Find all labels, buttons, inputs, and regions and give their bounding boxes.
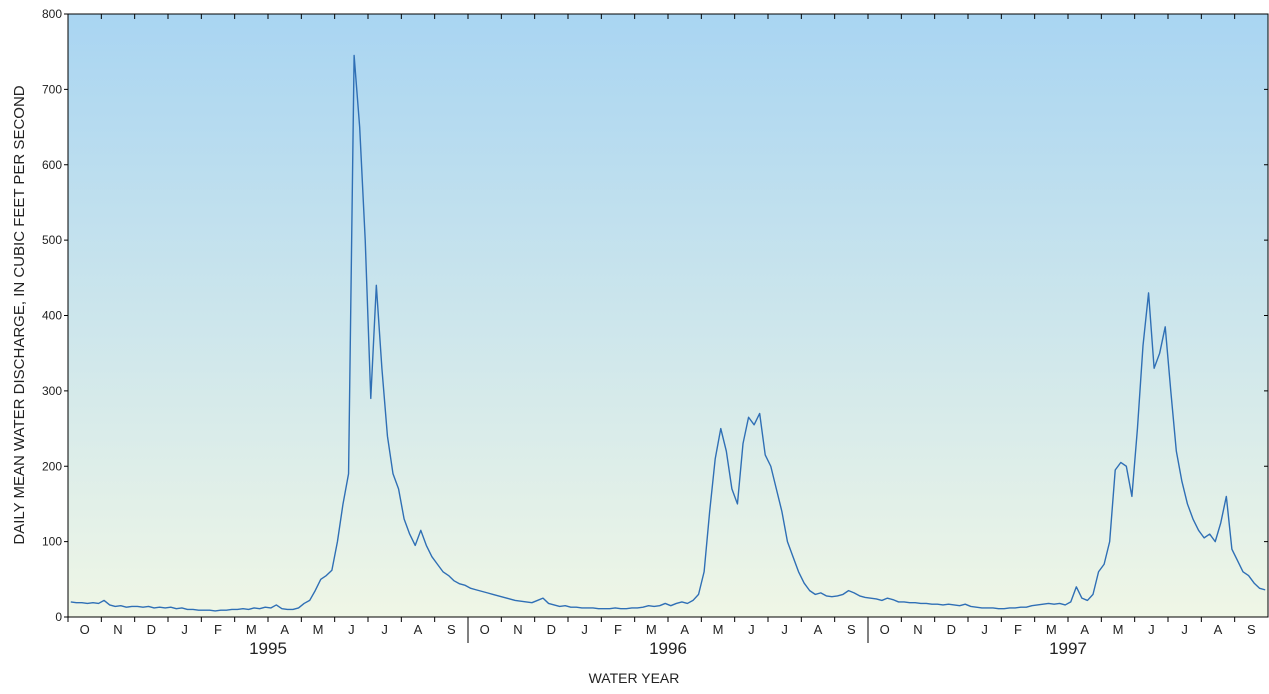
x-tick-label: O [880,622,890,637]
x-tick-label: M [313,622,324,637]
y-tick-label: 600 [42,158,62,172]
x-tick-label: M [713,622,724,637]
plot-frame [67,13,1269,618]
year-label: 1996 [649,639,687,658]
y-tick-label: 400 [42,309,62,323]
x-tick-label: O [480,622,490,637]
x-tick-label: O [80,622,90,637]
x-tick-label: A [814,622,823,637]
y-tick-label: 500 [42,233,62,247]
x-tick-label: J [581,622,588,637]
y-tick-label: 800 [42,7,62,21]
year-label: 1997 [1049,639,1087,658]
x-tick-label: F [1014,622,1022,637]
x-tick-label: J [1148,622,1155,637]
y-axis-title: DAILY MEAN WATER DISCHARGE, IN CUBIC FEE… [11,85,28,544]
x-tick-label: N [913,622,922,637]
x-tick-label: A [280,622,289,637]
year-label: 1995 [249,639,287,658]
x-tick-label: M [646,622,657,637]
x-tick-label: F [614,622,622,637]
x-tick-label: J [748,622,755,637]
x-tick-label: J [1181,622,1188,637]
plot-area [68,14,1268,617]
x-tick-label: A [1214,622,1223,637]
x-tick-label: J [381,622,388,637]
x-tick-label: M [1046,622,1057,637]
discharge-line [70,54,1266,612]
x-axis-title: WATER YEAR [589,670,680,686]
y-tick-label: 300 [42,384,62,398]
x-tick-label: F [214,622,222,637]
x-tick-label: A [414,622,423,637]
x-tick-label: N [113,622,122,637]
x-tick-label: M [1113,622,1124,637]
x-tick-label: D [947,622,956,637]
x-tick-label: J [181,622,188,637]
y-tick-label: 700 [42,82,62,96]
x-tick-label: D [547,622,556,637]
x-tick-label: J [981,622,988,637]
x-tick-label: S [1247,622,1256,637]
x-tick-label: D [147,622,156,637]
x-tick-label: S [847,622,856,637]
x-tick-label: N [513,622,522,637]
x-tick-label: A [680,622,689,637]
x-tick-label: M [246,622,257,637]
y-tick-label: 0 [55,610,62,624]
y-tick-label: 100 [42,535,62,549]
x-tick-label: J [781,622,788,637]
x-tick-label: J [348,622,355,637]
x-tick-label: A [1080,622,1089,637]
x-tick-label: S [447,622,456,637]
y-tick-label: 200 [42,459,62,473]
